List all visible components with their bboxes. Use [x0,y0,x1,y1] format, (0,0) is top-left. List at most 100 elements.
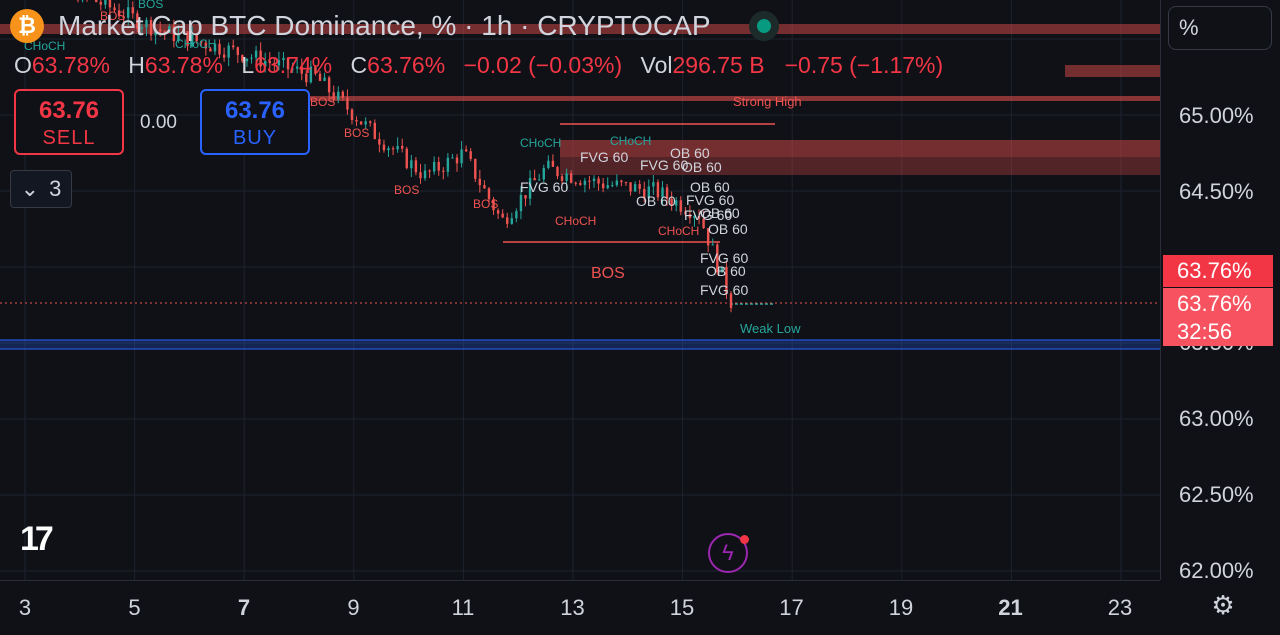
candle-body-72 [342,92,344,98]
candle-body-133 [620,181,622,183]
choch-label-1: CHoCH [555,214,596,228]
ohlc-close-key: C [351,52,368,78]
bos-label-4: BOS [473,197,498,211]
candle-body-146 [680,200,682,211]
candle-body-94 [442,171,444,172]
candle-body-134 [625,182,627,183]
indicators-collapse-button[interactable]: ⌄ 3 [10,170,72,208]
candle-body-81 [383,145,385,151]
choch-label-5: CHoCH [520,136,561,150]
time-axis-label: 17 [779,595,803,621]
bos-label-2: BOS [344,126,369,140]
buy-price: 63.76 [202,97,308,125]
candle-body-87 [410,160,412,168]
percent-scale-button[interactable]: % [1168,6,1272,50]
ohlc-low-value: 63.74% [254,52,332,78]
symbol-title[interactable]: Market Cap BTC Dominance, % · 1h · CRYPT… [58,10,711,42]
ohlc-low-key: L [241,52,254,78]
notification-dot [740,535,749,544]
strong-high-label: Strong High [733,94,802,109]
price-axis-label: 62.00% [1179,558,1254,584]
last-price-value: 63.76% [1177,258,1252,283]
candle-body-88 [415,160,417,172]
candle-body-107 [501,214,503,218]
candle-body-127 [593,178,595,181]
candle-body-131 [611,185,613,186]
candle-body-124 [579,183,581,185]
ob-label-1: OB 60 [706,263,746,279]
candle-body-110 [515,211,517,218]
market-status-icon[interactable] [757,19,771,33]
time-axis-label: 7 [238,595,250,621]
buy-button[interactable]: 63.76 BUY [200,89,310,155]
ohlc-legend: O63.78% H63.78% L63.74% C63.76% −0.02 (−… [14,52,955,79]
candle-body-89 [419,172,421,178]
candle-body-96 [451,158,453,159]
price-axis-label: 63.00% [1179,406,1254,432]
bos-label-1: BOS [310,95,335,109]
candle-body-128 [597,178,599,183]
candle-body-90 [424,171,426,179]
ob-label-6: OB 60 [700,205,740,221]
indicator-count: 3 [49,176,61,202]
bar-countdown: 32:56 [1177,318,1273,346]
ohlc-close-value: 63.76% [367,52,445,78]
time-axis-label: 21 [998,595,1022,621]
price-axis-label: 64.50% [1179,179,1254,205]
ob-label-5: OB 60 [636,193,676,209]
weak-low-label: Weak Low [740,321,801,336]
bitcoin-icon: ₿ [10,9,44,43]
candle-body-125 [584,181,586,185]
ohlc-high-key: H [128,52,145,78]
settings-gear-icon[interactable]: ⚙ [1206,588,1240,622]
candle-body-108 [506,217,508,224]
choch-label-4: CHoCH [610,134,651,148]
time-axis-label: 23 [1108,595,1132,621]
candle-body-109 [511,218,513,224]
sell-price: 63.76 [16,97,122,125]
candle-body-153 [712,244,714,245]
candle-body-73 [346,98,348,110]
ohlc-open-value: 63.78% [32,52,110,78]
ohlc-open-key: O [14,52,32,78]
spread-value: 0.00 [140,112,177,134]
choch-label-2: CHoCH [658,224,699,238]
candle-body-95 [447,158,449,172]
volume-key: Vol [641,52,673,78]
price-axis-label: 62.50% [1179,482,1254,508]
candle-body-83 [392,148,394,149]
candle-body-69 [328,77,330,92]
sell-button[interactable]: 63.76 SELL [14,89,124,155]
candle-body-129 [602,184,604,189]
ob-label-2: OB 60 [690,179,730,195]
candle-body-103 [483,185,485,188]
fvg-label-4: FVG 60 [520,179,568,195]
candle-body-80 [378,139,380,145]
candle-body-140 [652,182,654,186]
time-axis-label: 11 [452,595,475,621]
time-axis-label: 19 [889,595,913,621]
candle-body-116 [543,168,545,179]
ob-label-4: OB 60 [708,221,748,237]
candle-body-93 [438,162,440,171]
time-axis-label: 3 [19,595,31,621]
candle-body-136 [634,184,636,191]
symbol-header: ₿ Market Cap BTC Dominance, % · 1h · CRY… [10,6,771,46]
blue-zone [0,340,1160,349]
candle-body-71 [337,92,339,100]
candle-body-77 [364,121,366,124]
candle-body-111 [520,195,522,211]
time-axis-label: 9 [347,595,359,621]
candle-body-97 [456,158,458,164]
chevron-down-icon: ⌄ [21,176,39,202]
fvg-label-2: FVG 60 [700,282,748,298]
candle-body-100 [470,151,472,159]
candle-body-75 [355,120,357,121]
candle-body-86 [406,149,408,168]
tradingview-logo-icon[interactable]: 17 [20,520,50,559]
candle-body-79 [374,123,376,139]
candle-body-112 [524,195,526,199]
